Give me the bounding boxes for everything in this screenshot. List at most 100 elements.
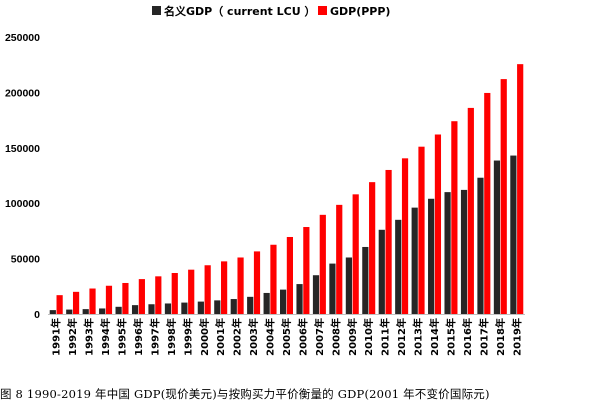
x-tick-label: 1995年 bbox=[116, 318, 129, 356]
x-tick-label: 1996年 bbox=[132, 318, 145, 356]
bar-nominal-gdp bbox=[428, 198, 435, 314]
bar-nominal-gdp bbox=[378, 229, 385, 314]
x-tick-label: 1994年 bbox=[99, 318, 112, 356]
x-tick-label: 1999年 bbox=[181, 318, 194, 356]
bar-nominal-gdp bbox=[444, 192, 451, 314]
bar-nominal-gdp bbox=[214, 300, 221, 314]
x-tick-label: 1997年 bbox=[148, 318, 161, 356]
y-tick-label: 250000 bbox=[5, 32, 40, 44]
bar-gdp-ppp bbox=[336, 204, 343, 314]
bar-gdp-ppp bbox=[72, 291, 80, 314]
bar-gdp-ppp bbox=[155, 276, 162, 314]
bar-gdp-ppp bbox=[221, 261, 228, 314]
x-tick-label: 2004年 bbox=[264, 318, 277, 356]
x-tick-label: 2007年 bbox=[313, 318, 326, 356]
bar-nominal-gdp bbox=[181, 302, 188, 314]
bar-gdp-ppp bbox=[484, 92, 491, 314]
bar-gdp-ppp bbox=[303, 227, 310, 314]
legend-label-nominal: 名义GDP（ current LCU ） bbox=[164, 4, 315, 18]
bar-gdp-ppp bbox=[500, 79, 507, 314]
bar-nominal-gdp bbox=[230, 299, 237, 314]
bar-nominal-gdp bbox=[263, 292, 270, 314]
x-tick-label: 2019年 bbox=[510, 318, 523, 356]
x-tick-label: 2009年 bbox=[346, 318, 359, 356]
x-tick-label: 2015年 bbox=[444, 318, 457, 356]
bar-gdp-ppp bbox=[401, 158, 409, 314]
bar-nominal-gdp bbox=[164, 303, 172, 314]
legend: 名义GDP（ current LCU ） GDP(PPP) bbox=[152, 4, 390, 18]
x-tick-label: 2012年 bbox=[395, 318, 408, 356]
x-tick-label: 2017年 bbox=[477, 318, 490, 356]
bar-nominal-gdp bbox=[82, 309, 89, 314]
bar-nominal-gdp bbox=[345, 257, 352, 314]
bar-nominal-gdp bbox=[197, 301, 204, 314]
x-axis: 1991年 1992年 1993年 1994年 1995年 1996年 1997年 1998年… bbox=[50, 318, 524, 356]
bar-nominal-gdp bbox=[411, 207, 418, 314]
bar-gdp-ppp bbox=[434, 134, 442, 314]
bar-gdp-ppp bbox=[319, 214, 326, 314]
bar-gdp-ppp bbox=[188, 269, 195, 314]
bar-nominal-gdp bbox=[329, 263, 336, 314]
bar-nominal-gdp bbox=[395, 219, 402, 314]
bar-gdp-ppp bbox=[467, 107, 474, 314]
legend-swatch-ppp bbox=[318, 6, 327, 15]
bar-gdp-ppp bbox=[451, 121, 458, 315]
x-tick-label: 2014年 bbox=[428, 318, 441, 356]
bar-nominal-gdp bbox=[115, 306, 122, 314]
x-tick-label: 2001年 bbox=[214, 318, 227, 356]
x-tick-label: 1991年 bbox=[50, 318, 63, 356]
y-tick-label: 100000 bbox=[5, 198, 40, 210]
bar-gdp-ppp bbox=[418, 146, 425, 314]
bar-gdp-ppp bbox=[352, 194, 359, 314]
bar-nominal-gdp bbox=[460, 189, 468, 314]
bar-nominal-gdp bbox=[247, 296, 254, 314]
figure-caption: 图 8 1990-2019 年中国 GDP(现价美元)与按购买力平价衡量的 GD… bbox=[0, 387, 490, 401]
bar-gdp-ppp bbox=[286, 236, 293, 314]
x-tick-label: 2008年 bbox=[329, 318, 342, 356]
y-tick-label: 150000 bbox=[5, 143, 40, 155]
x-tick-label: 2013年 bbox=[412, 318, 425, 356]
bar-nominal-gdp bbox=[510, 155, 517, 314]
x-tick-label: 1998年 bbox=[165, 318, 178, 356]
bar-nominal-gdp bbox=[148, 304, 155, 314]
bar-gdp-ppp bbox=[253, 251, 261, 314]
bar-nominal-gdp bbox=[493, 160, 501, 314]
bar-nominal-gdp bbox=[280, 289, 287, 314]
bar-nominal-gdp bbox=[312, 275, 320, 314]
x-tick-label: 2018年 bbox=[494, 318, 507, 356]
legend-label-ppp: GDP(PPP) bbox=[330, 5, 390, 18]
bars bbox=[49, 64, 524, 315]
x-tick-label: 1992年 bbox=[66, 318, 79, 356]
bar-gdp-ppp bbox=[369, 182, 376, 314]
x-tick-label: 2002年 bbox=[231, 318, 244, 356]
bar-nominal-gdp bbox=[296, 284, 303, 314]
bar-nominal-gdp bbox=[477, 177, 484, 314]
y-axis: 0 50000 100000 150000 200000 250000 bbox=[5, 32, 40, 321]
x-tick-label: 2005年 bbox=[280, 318, 293, 356]
x-tick-label: 2006年 bbox=[296, 318, 309, 356]
bar-gdp-ppp bbox=[204, 265, 211, 314]
bar-nominal-gdp bbox=[66, 309, 73, 314]
bar-gdp-ppp bbox=[138, 279, 145, 314]
y-tick-label: 50000 bbox=[11, 254, 40, 266]
bar-nominal-gdp bbox=[49, 310, 56, 314]
y-tick-label: 200000 bbox=[5, 87, 40, 99]
x-tick-label: 2016年 bbox=[461, 318, 474, 356]
legend-swatch-nominal bbox=[152, 6, 161, 15]
x-tick-label: 2000年 bbox=[198, 318, 211, 356]
bar-gdp-ppp bbox=[171, 273, 178, 314]
bar-gdp-ppp bbox=[105, 285, 113, 314]
bar-gdp-ppp bbox=[122, 282, 129, 314]
bar-gdp-ppp bbox=[385, 169, 392, 314]
bar-gdp-ppp bbox=[270, 244, 277, 314]
bar-gdp-ppp bbox=[89, 288, 96, 314]
x-tick-label: 1993年 bbox=[83, 318, 96, 356]
bar-nominal-gdp bbox=[362, 246, 369, 314]
x-tick-label: 2010年 bbox=[362, 318, 375, 356]
bar-nominal-gdp bbox=[131, 305, 139, 314]
y-tick-label: 0 bbox=[34, 309, 40, 321]
x-tick-label: 2003年 bbox=[247, 318, 260, 356]
x-tick-label: 2011年 bbox=[379, 318, 392, 356]
